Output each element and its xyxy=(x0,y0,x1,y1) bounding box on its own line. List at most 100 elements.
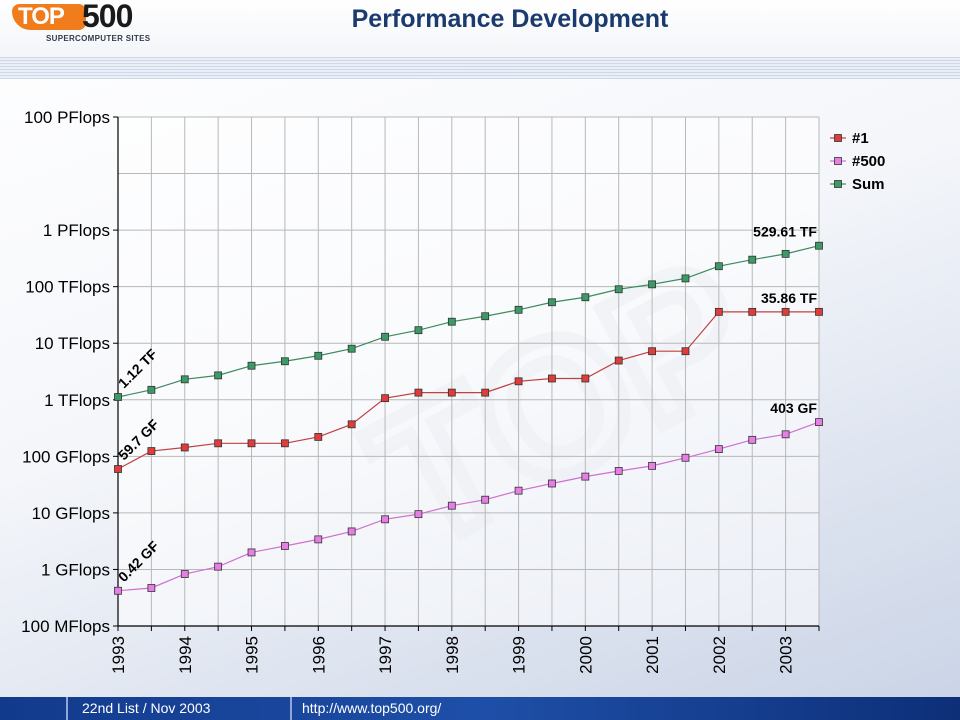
series-point xyxy=(414,388,423,397)
series-point xyxy=(147,584,156,592)
series-point xyxy=(114,465,122,473)
series-point xyxy=(314,351,323,360)
series-point xyxy=(347,527,356,536)
y-axis-ticks: 100 MFlops 1 GFlops 10 GFlops 100 GFlops 1 T… xyxy=(21,108,118,636)
series-point xyxy=(281,542,289,550)
series-point xyxy=(581,374,590,383)
legend-label: Sum xyxy=(852,176,885,193)
series-point xyxy=(114,586,122,595)
grid xyxy=(117,116,820,627)
series-point xyxy=(281,357,289,366)
data-label: 35.86 TF xyxy=(761,290,817,306)
series-point xyxy=(180,375,189,384)
series-point xyxy=(314,535,323,544)
series-point xyxy=(714,307,723,316)
series-point xyxy=(180,443,189,452)
series-point xyxy=(481,388,490,397)
series-point xyxy=(347,420,356,429)
logo-badge xyxy=(12,4,86,30)
x-tick-label: 1995 xyxy=(243,636,262,674)
legend-swatch xyxy=(834,180,842,188)
x-tick-label: 1997 xyxy=(376,636,395,674)
footer-separator xyxy=(290,697,292,720)
axes xyxy=(117,117,819,627)
series-point xyxy=(748,435,757,444)
series-point xyxy=(614,356,623,365)
plot-area xyxy=(118,117,819,626)
series-point xyxy=(414,326,423,335)
data-label: 403 GF xyxy=(770,400,817,416)
series-point xyxy=(648,461,656,470)
legend-swatch xyxy=(834,134,842,142)
x-tick-label: 1993 xyxy=(109,636,128,674)
series-point xyxy=(514,305,523,314)
series-point xyxy=(447,317,456,326)
series-point xyxy=(247,439,256,448)
legend-swatch xyxy=(834,157,842,165)
legend-label: #1 xyxy=(852,130,869,147)
x-tick-label: 1996 xyxy=(309,636,328,674)
series-point xyxy=(648,280,656,289)
y-tick-label: 1 GFlops xyxy=(41,560,110,579)
series-point xyxy=(748,255,757,264)
series-point xyxy=(214,439,223,448)
y-tick-label: 100 GFlops xyxy=(22,447,110,466)
x-tick-label: 2000 xyxy=(576,636,595,674)
series-point xyxy=(548,374,556,383)
x-tick-label: 1998 xyxy=(443,636,462,674)
x-tick-label: 1999 xyxy=(510,636,529,674)
series-point xyxy=(347,344,356,353)
footer-list-label: 22nd List / Nov 2003 xyxy=(82,700,211,716)
series-point xyxy=(681,453,690,462)
series-point xyxy=(748,307,757,316)
series-point xyxy=(314,433,323,441)
y-tick-label: 100 PFlops xyxy=(24,108,110,127)
series-line xyxy=(117,421,820,592)
series-point xyxy=(447,388,456,397)
series-layer xyxy=(114,241,823,595)
footer-url[interactable]: http://www.top500.org/ xyxy=(302,700,442,716)
y-tick-label: 10 TFlops xyxy=(35,334,110,353)
series-point xyxy=(247,361,256,370)
logo-top-text: TOP xyxy=(18,3,65,30)
series-point xyxy=(815,241,823,250)
series-point xyxy=(815,418,823,426)
y-tick-label: 1 TFlops xyxy=(44,391,110,410)
series-point xyxy=(614,467,623,475)
series-line xyxy=(117,311,819,470)
series-point xyxy=(281,439,289,448)
y-tick-label: 100 TFlops xyxy=(25,278,110,297)
series-point xyxy=(648,347,656,356)
logo-500-text: 500 xyxy=(82,0,133,34)
series-point xyxy=(247,548,256,557)
x-axis-ticks: 1993 1994 1995 1996 1997 1998 1999 2000 2001 2002… xyxy=(109,626,820,674)
series-point xyxy=(781,249,790,258)
series-point xyxy=(714,445,723,453)
x-tick-label: 2001 xyxy=(643,636,662,674)
data-label: 529.61 TF xyxy=(753,224,817,240)
series-point xyxy=(214,371,223,380)
x-tick-label: 1994 xyxy=(176,636,195,674)
series-point xyxy=(714,262,723,271)
series-point xyxy=(581,472,590,481)
series-point xyxy=(114,393,122,401)
series-point xyxy=(447,501,456,510)
series-point xyxy=(681,347,690,356)
footer-separator xyxy=(66,697,68,720)
series-line xyxy=(117,245,820,398)
x-tick-label: 2003 xyxy=(777,636,796,674)
series-point xyxy=(581,293,590,302)
series-point xyxy=(180,570,189,578)
series-point xyxy=(381,332,389,341)
series-point xyxy=(514,486,523,495)
series-point xyxy=(214,562,223,571)
header-bar xyxy=(0,0,960,62)
footer-bar: 22nd List / Nov 2003 http://www.top500.o… xyxy=(0,697,960,720)
legend-label: #500 xyxy=(852,153,885,170)
logo-subtitle: SUPERCOMPUTER SITES xyxy=(46,34,151,43)
series-point xyxy=(481,312,490,321)
series-point xyxy=(414,510,423,519)
series-point xyxy=(147,385,156,394)
series-point xyxy=(815,307,823,316)
